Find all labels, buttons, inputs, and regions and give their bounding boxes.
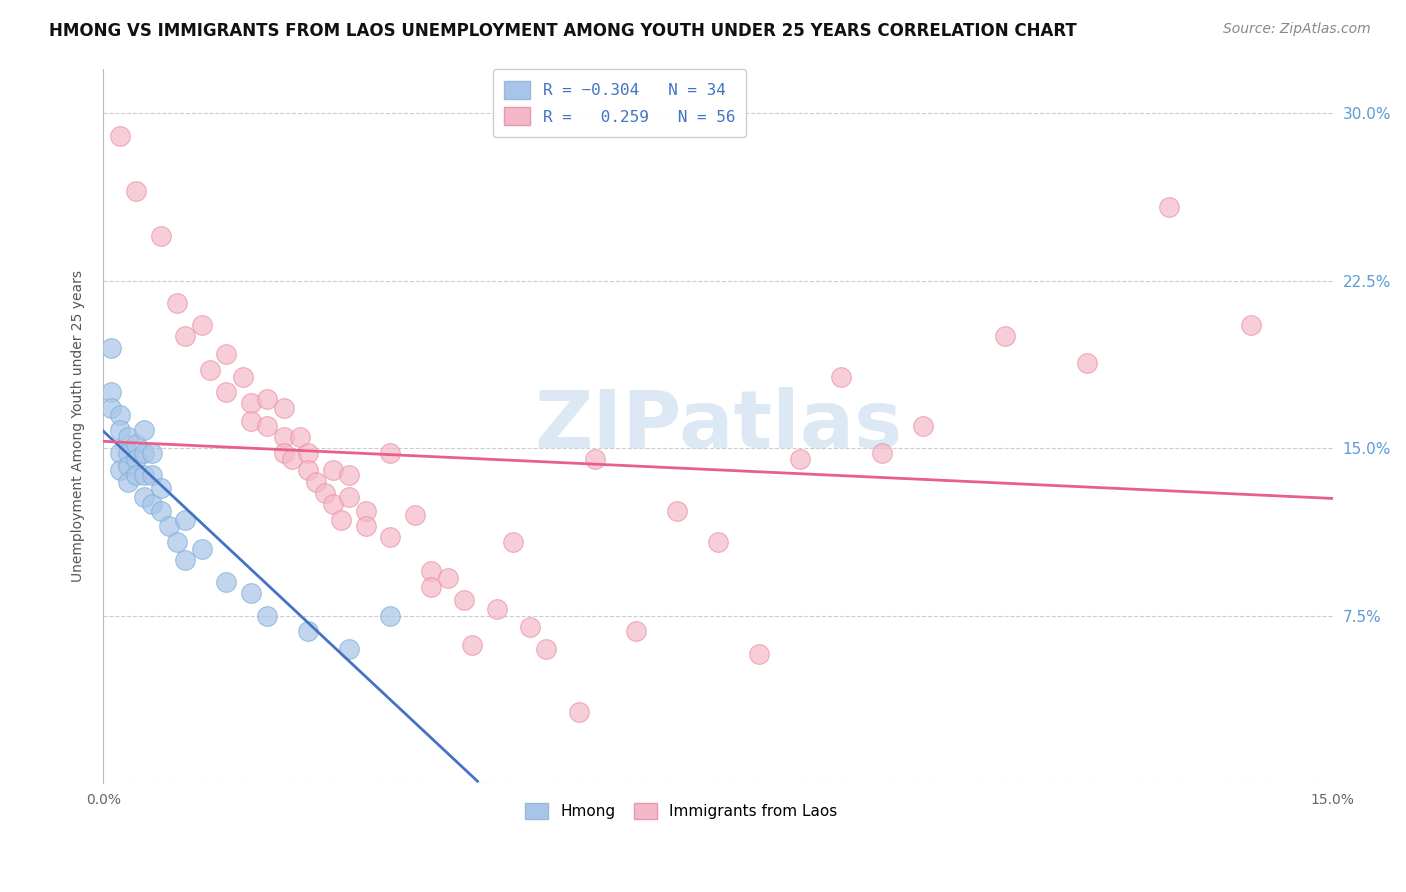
Point — [420, 564, 443, 578]
Point — [273, 430, 295, 444]
Point — [100, 385, 122, 400]
Point — [297, 463, 319, 477]
Point — [174, 329, 197, 343]
Point — [215, 575, 238, 590]
Point — [174, 553, 197, 567]
Point — [911, 418, 934, 433]
Point — [190, 541, 212, 556]
Point — [215, 347, 238, 361]
Point — [748, 647, 770, 661]
Legend: Hmong, Immigrants from Laos: Hmong, Immigrants from Laos — [519, 797, 844, 825]
Point — [1240, 318, 1263, 333]
Point — [420, 580, 443, 594]
Point — [297, 445, 319, 459]
Point — [568, 705, 591, 719]
Point — [380, 530, 402, 544]
Point — [239, 586, 262, 600]
Text: HMONG VS IMMIGRANTS FROM LAOS UNEMPLOYMENT AMONG YOUTH UNDER 25 YEARS CORRELATIO: HMONG VS IMMIGRANTS FROM LAOS UNEMPLOYME… — [49, 22, 1077, 40]
Point — [149, 229, 172, 244]
Point — [239, 396, 262, 410]
Point — [256, 418, 278, 433]
Point — [232, 369, 254, 384]
Point — [485, 602, 508, 616]
Point — [354, 503, 377, 517]
Point — [380, 608, 402, 623]
Point — [789, 452, 811, 467]
Point — [666, 503, 689, 517]
Point — [100, 401, 122, 415]
Point — [108, 128, 131, 143]
Point — [100, 341, 122, 355]
Point — [322, 463, 344, 477]
Point — [190, 318, 212, 333]
Point — [624, 624, 647, 639]
Point — [534, 642, 557, 657]
Point — [125, 452, 148, 467]
Point — [583, 452, 606, 467]
Point — [157, 519, 180, 533]
Point — [117, 458, 139, 473]
Point — [108, 423, 131, 437]
Point — [288, 430, 311, 444]
Point — [273, 445, 295, 459]
Point — [436, 571, 458, 585]
Point — [461, 638, 484, 652]
Point — [314, 485, 336, 500]
Point — [215, 385, 238, 400]
Point — [134, 423, 156, 437]
Point — [174, 512, 197, 526]
Point — [134, 490, 156, 504]
Point — [502, 534, 524, 549]
Point — [239, 414, 262, 428]
Point — [141, 445, 163, 459]
Point — [1157, 200, 1180, 214]
Point — [166, 296, 188, 310]
Point — [256, 608, 278, 623]
Point — [141, 467, 163, 482]
Point — [125, 184, 148, 198]
Point — [166, 534, 188, 549]
Point — [281, 452, 304, 467]
Point — [330, 512, 353, 526]
Point — [297, 624, 319, 639]
Point — [141, 497, 163, 511]
Point — [273, 401, 295, 415]
Point — [108, 408, 131, 422]
Point — [108, 445, 131, 459]
Point — [305, 475, 328, 489]
Point — [117, 445, 139, 459]
Point — [125, 436, 148, 450]
Point — [198, 363, 221, 377]
Point — [134, 467, 156, 482]
Point — [519, 620, 541, 634]
Point — [404, 508, 426, 522]
Point — [322, 497, 344, 511]
Point — [256, 392, 278, 406]
Point — [354, 519, 377, 533]
Point — [337, 467, 360, 482]
Point — [337, 642, 360, 657]
Point — [134, 445, 156, 459]
Text: Source: ZipAtlas.com: Source: ZipAtlas.com — [1223, 22, 1371, 37]
Point — [117, 475, 139, 489]
Point — [380, 445, 402, 459]
Point — [994, 329, 1017, 343]
Y-axis label: Unemployment Among Youth under 25 years: Unemployment Among Youth under 25 years — [72, 269, 86, 582]
Point — [830, 369, 852, 384]
Text: ZIPatlas: ZIPatlas — [534, 387, 903, 465]
Point — [117, 430, 139, 444]
Point — [1076, 356, 1098, 370]
Point — [707, 534, 730, 549]
Point — [125, 467, 148, 482]
Point — [149, 481, 172, 495]
Point — [108, 463, 131, 477]
Point — [453, 593, 475, 607]
Point — [870, 445, 893, 459]
Point — [149, 503, 172, 517]
Point — [337, 490, 360, 504]
